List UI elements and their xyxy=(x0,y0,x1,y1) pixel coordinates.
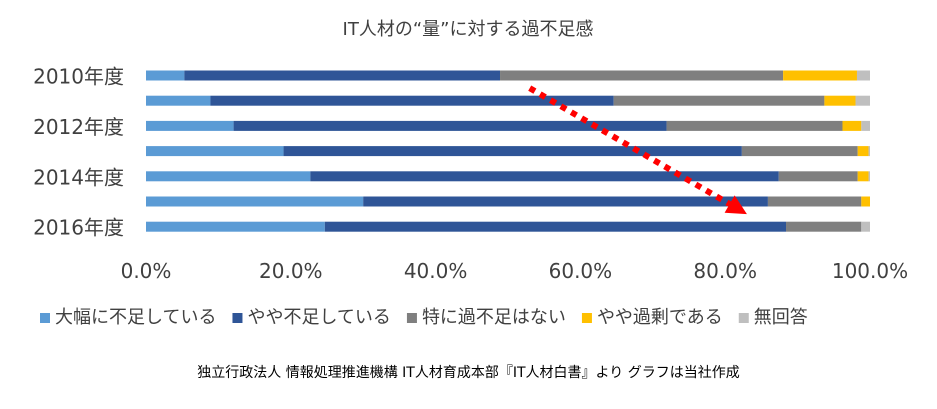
x-tick-label: 60.0% xyxy=(549,259,613,283)
category-label: 2010年度 xyxy=(33,65,124,89)
bar-segment xyxy=(861,196,870,207)
source-note: 独立行政法人 情報処理推進機構 IT人材育成本部『IT人材白書』より グラフは当… xyxy=(197,365,740,381)
bar-segment xyxy=(613,95,825,106)
legend-swatch xyxy=(581,313,592,323)
bar-segment xyxy=(778,171,858,182)
legend-label: やや過剰である xyxy=(597,307,723,328)
category-label: 2012年度 xyxy=(33,115,124,139)
x-tick-label: 20.0% xyxy=(259,259,323,283)
x-tick-label: 40.0% xyxy=(404,259,468,283)
bar-segment xyxy=(283,146,742,157)
legend-swatch xyxy=(738,313,749,323)
x-tick-label: 80.0% xyxy=(693,259,757,283)
bar-segment xyxy=(363,196,768,207)
bar-segment xyxy=(856,70,870,81)
bar-segment xyxy=(233,120,667,131)
bar-segment xyxy=(786,221,862,232)
bar-segment xyxy=(767,196,862,207)
category-labels: 2010年度 2012年度 2014年度 2016年度 xyxy=(33,65,124,240)
legend-label: やや不足している xyxy=(247,307,390,328)
bar-segment xyxy=(824,95,856,106)
category-label: 2014年度 xyxy=(33,165,124,189)
stacked-bar-chart: IT人材の“量”に対する過不足感 2010年度 2012年度 2014年度 2016年… xyxy=(33,19,909,328)
arrow-head xyxy=(724,195,747,215)
bar-segment xyxy=(783,70,857,81)
bar-segment xyxy=(861,120,870,131)
bar-segment xyxy=(310,171,779,182)
bar-segment xyxy=(861,221,870,232)
bar-segment xyxy=(146,95,211,106)
x-tick-label: 0.0% xyxy=(121,259,172,283)
bar-segment xyxy=(500,70,784,81)
chart-title: IT人材の“量”に対する過不足感 xyxy=(343,19,594,40)
bar-segment xyxy=(868,146,870,157)
legend-swatch xyxy=(406,313,417,323)
legend: 大幅に不足している やや不足している 特に過不足はない やや過剰である 無回答 xyxy=(40,307,808,328)
category-label: 2016年度 xyxy=(33,216,124,240)
bars-group xyxy=(146,70,870,232)
bar-segment xyxy=(184,70,501,81)
bar-segment xyxy=(857,146,869,157)
arrow-shaft xyxy=(528,85,732,207)
legend-swatch xyxy=(40,313,50,323)
bar-segment xyxy=(146,196,364,207)
trend-arrow xyxy=(528,85,747,215)
bar-segment xyxy=(857,171,869,182)
x-tick-labels: 0.0% 20.0% 40.0% 60.0% 80.0% 100.0% xyxy=(121,259,909,283)
legend-swatch xyxy=(232,313,243,323)
bar-segment xyxy=(666,120,843,131)
bar-segment xyxy=(868,171,870,182)
bar-segment xyxy=(146,171,311,182)
bar-segment xyxy=(741,146,858,157)
legend-label: 無回答 xyxy=(754,307,808,328)
x-tick-label: 100.0% xyxy=(832,259,908,283)
bar-segment xyxy=(146,120,234,131)
bar-segment xyxy=(210,95,614,106)
bar-segment xyxy=(855,95,870,106)
bar-segment xyxy=(324,221,787,232)
legend-label: 大幅に不足している xyxy=(55,307,216,328)
bar-segment xyxy=(146,70,185,81)
bar-segment xyxy=(842,120,862,131)
bar-segment xyxy=(146,221,325,232)
legend-label: 特に過不足はない xyxy=(422,307,566,328)
bar-segment xyxy=(146,146,284,157)
